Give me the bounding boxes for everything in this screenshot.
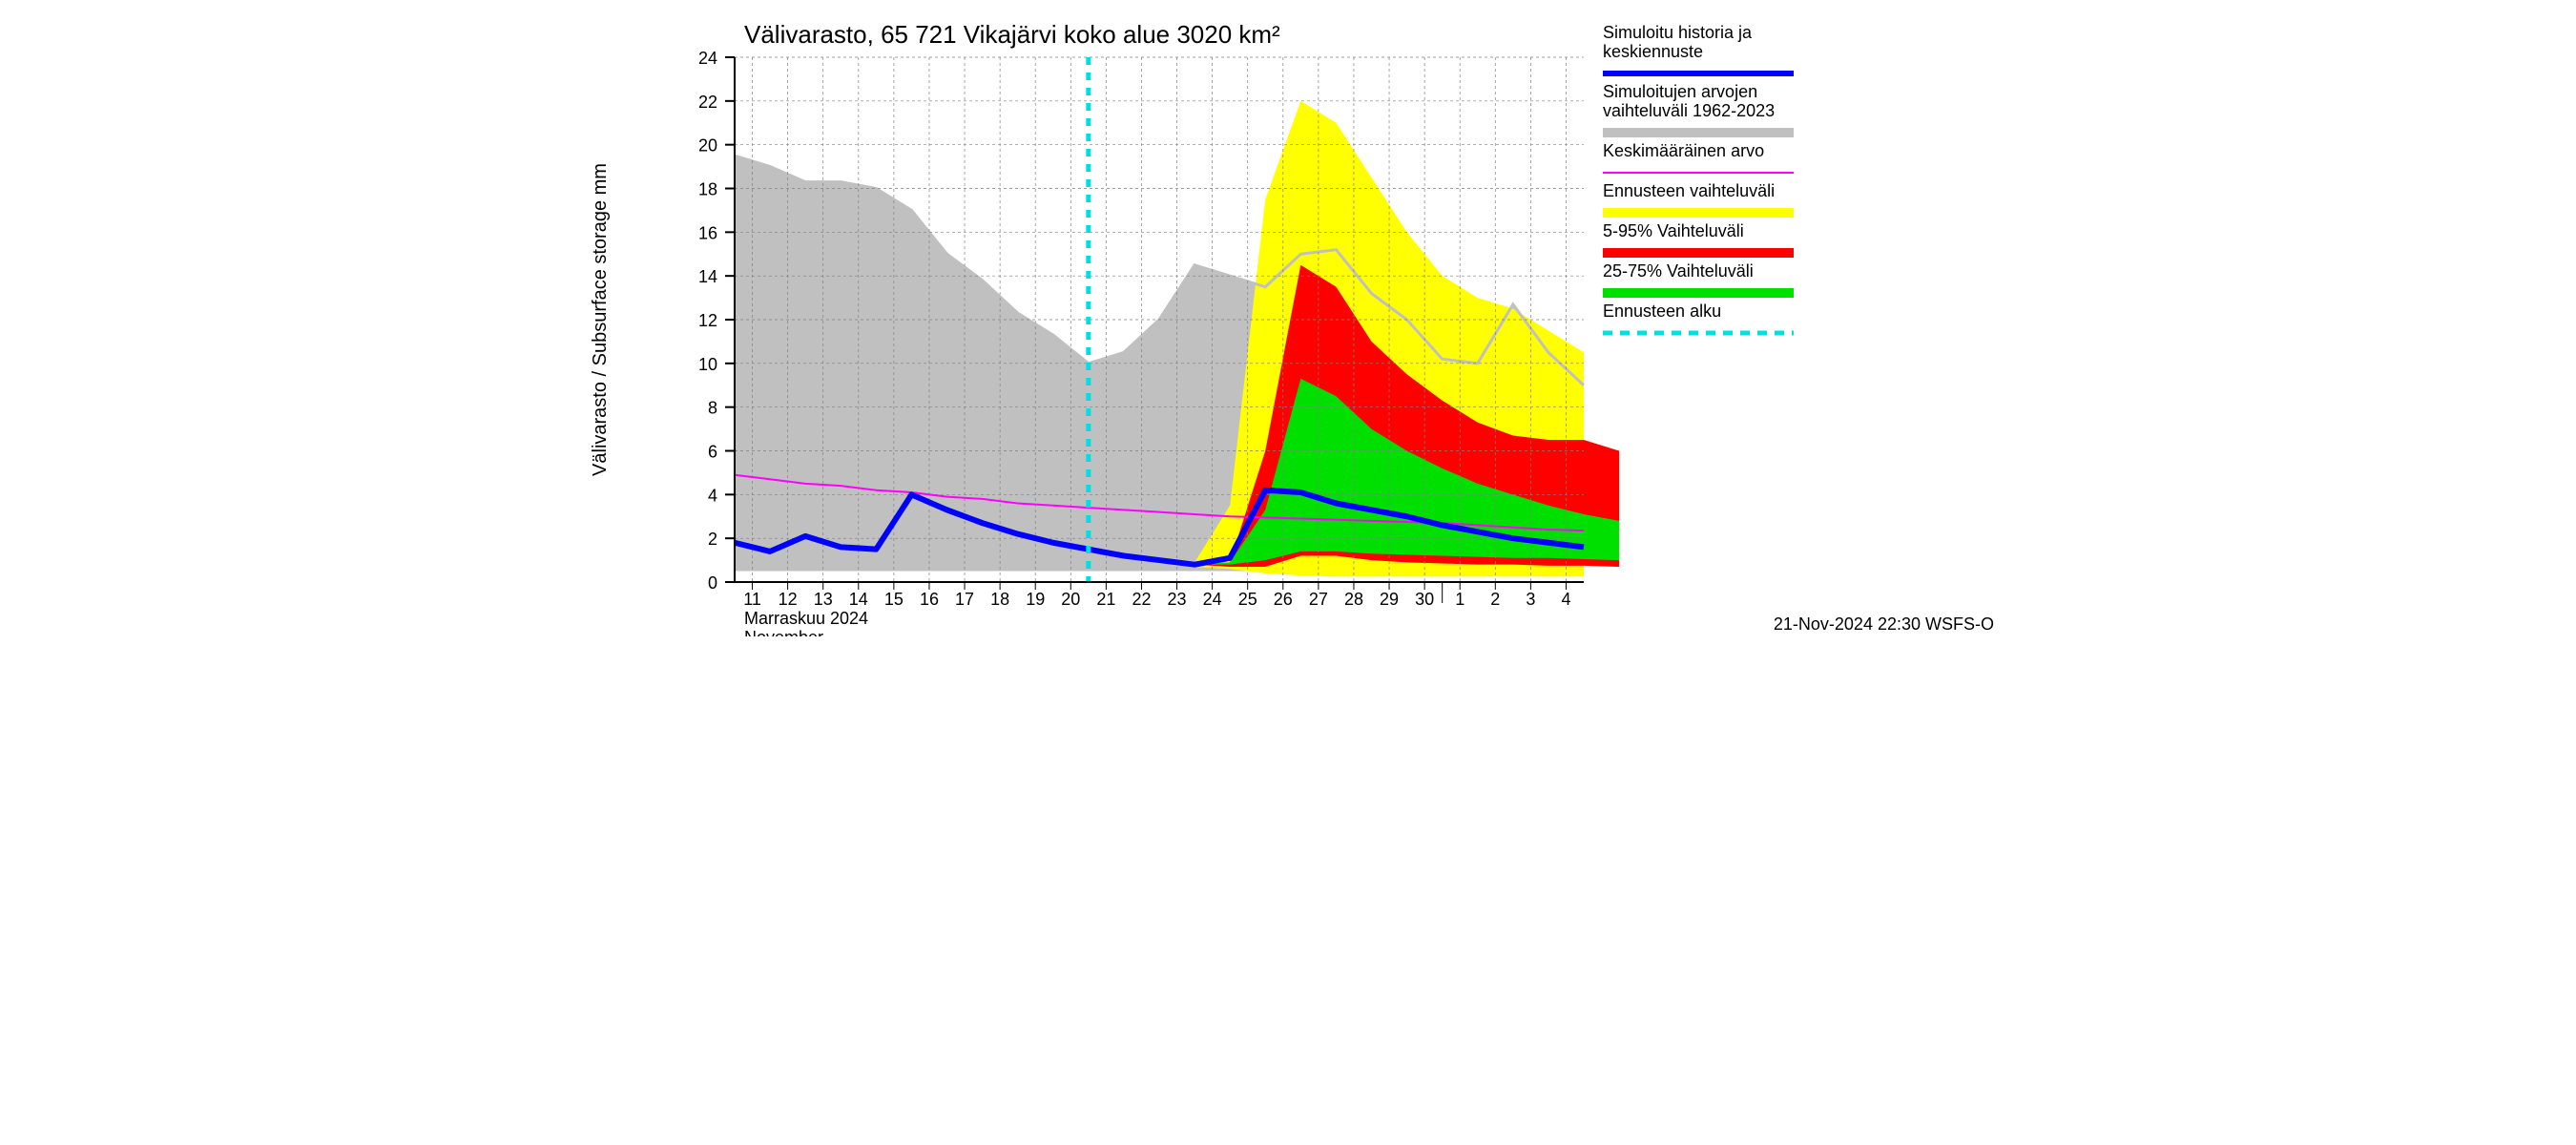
y-tick-label: 20	[698, 136, 717, 156]
legend-label: vaihteluväli 1962-2023	[1603, 101, 1775, 120]
legend-label: 5-95% Vaihteluväli	[1603, 221, 1744, 240]
x-tick-label: 2	[1490, 590, 1500, 609]
x-tick-label: 19	[1026, 590, 1045, 609]
x-tick-label: 24	[1203, 590, 1222, 609]
x-tick-label: 23	[1168, 590, 1187, 609]
x-tick-label: 30	[1415, 590, 1434, 609]
x-tick-label: 12	[779, 590, 798, 609]
y-tick-label: 2	[708, 530, 717, 549]
y-tick-label: 18	[698, 180, 717, 199]
y-tick-label: 22	[698, 93, 717, 112]
legend-swatch	[1603, 248, 1794, 258]
legend-label: 25-75% Vaihteluväli	[1603, 261, 1754, 281]
x-tick-label: 26	[1274, 590, 1293, 609]
x-tick-label: 11	[743, 590, 761, 609]
x-tick-label: 15	[884, 590, 904, 609]
x-tick-label: 29	[1380, 590, 1399, 609]
y-axis-label: Välivarasto / Subsurface storage mm	[590, 163, 611, 476]
y-tick-label: 6	[708, 443, 717, 462]
x-tick-label: 16	[920, 590, 939, 609]
x-tick-label: 1	[1455, 590, 1465, 609]
y-tick-label: 24	[698, 49, 717, 68]
legend-swatch	[1603, 128, 1794, 137]
month-label-fi: Marraskuu 2024	[744, 609, 868, 628]
x-tick-label: 18	[990, 590, 1009, 609]
y-tick-label: 0	[708, 573, 717, 593]
legend-label: Keskimääräinen arvo	[1603, 141, 1764, 160]
x-tick-label: 3	[1526, 590, 1535, 609]
y-tick-label: 16	[698, 223, 717, 242]
legend-label: Simuloitu historia ja	[1603, 23, 1753, 42]
x-tick-label: 4	[1561, 590, 1570, 609]
legend-label: Simuloitujen arvojen	[1603, 82, 1757, 101]
x-tick-label: 20	[1061, 590, 1080, 609]
x-tick-label: 13	[814, 590, 833, 609]
legend-swatch	[1603, 208, 1794, 218]
y-tick-label: 14	[698, 267, 717, 286]
x-tick-label: 25	[1238, 590, 1257, 609]
x-tick-label: 17	[955, 590, 974, 609]
x-tick-label: 22	[1132, 590, 1151, 609]
legend-label: keskiennuste	[1603, 42, 1703, 61]
y-tick-label: 4	[708, 486, 717, 505]
y-tick-label: 8	[708, 399, 717, 418]
x-tick-label: 27	[1309, 590, 1328, 609]
month-label-en: November	[744, 628, 823, 636]
y-tick-label: 12	[698, 311, 717, 330]
x-tick-label: 14	[849, 590, 868, 609]
legend-label: Ennusteen vaihteluväli	[1603, 181, 1775, 200]
legend-swatch	[1603, 288, 1794, 298]
y-tick-label: 10	[698, 355, 717, 374]
chart-title: Välivarasto, 65 721 Vikajärvi koko alue …	[744, 20, 1280, 49]
legend-label: Ennusteen alku	[1603, 302, 1721, 321]
footer-timestamp: 21-Nov-2024 22:30 WSFS-O	[1774, 614, 1994, 634]
x-tick-label: 28	[1344, 590, 1363, 609]
x-tick-label: 21	[1096, 590, 1115, 609]
